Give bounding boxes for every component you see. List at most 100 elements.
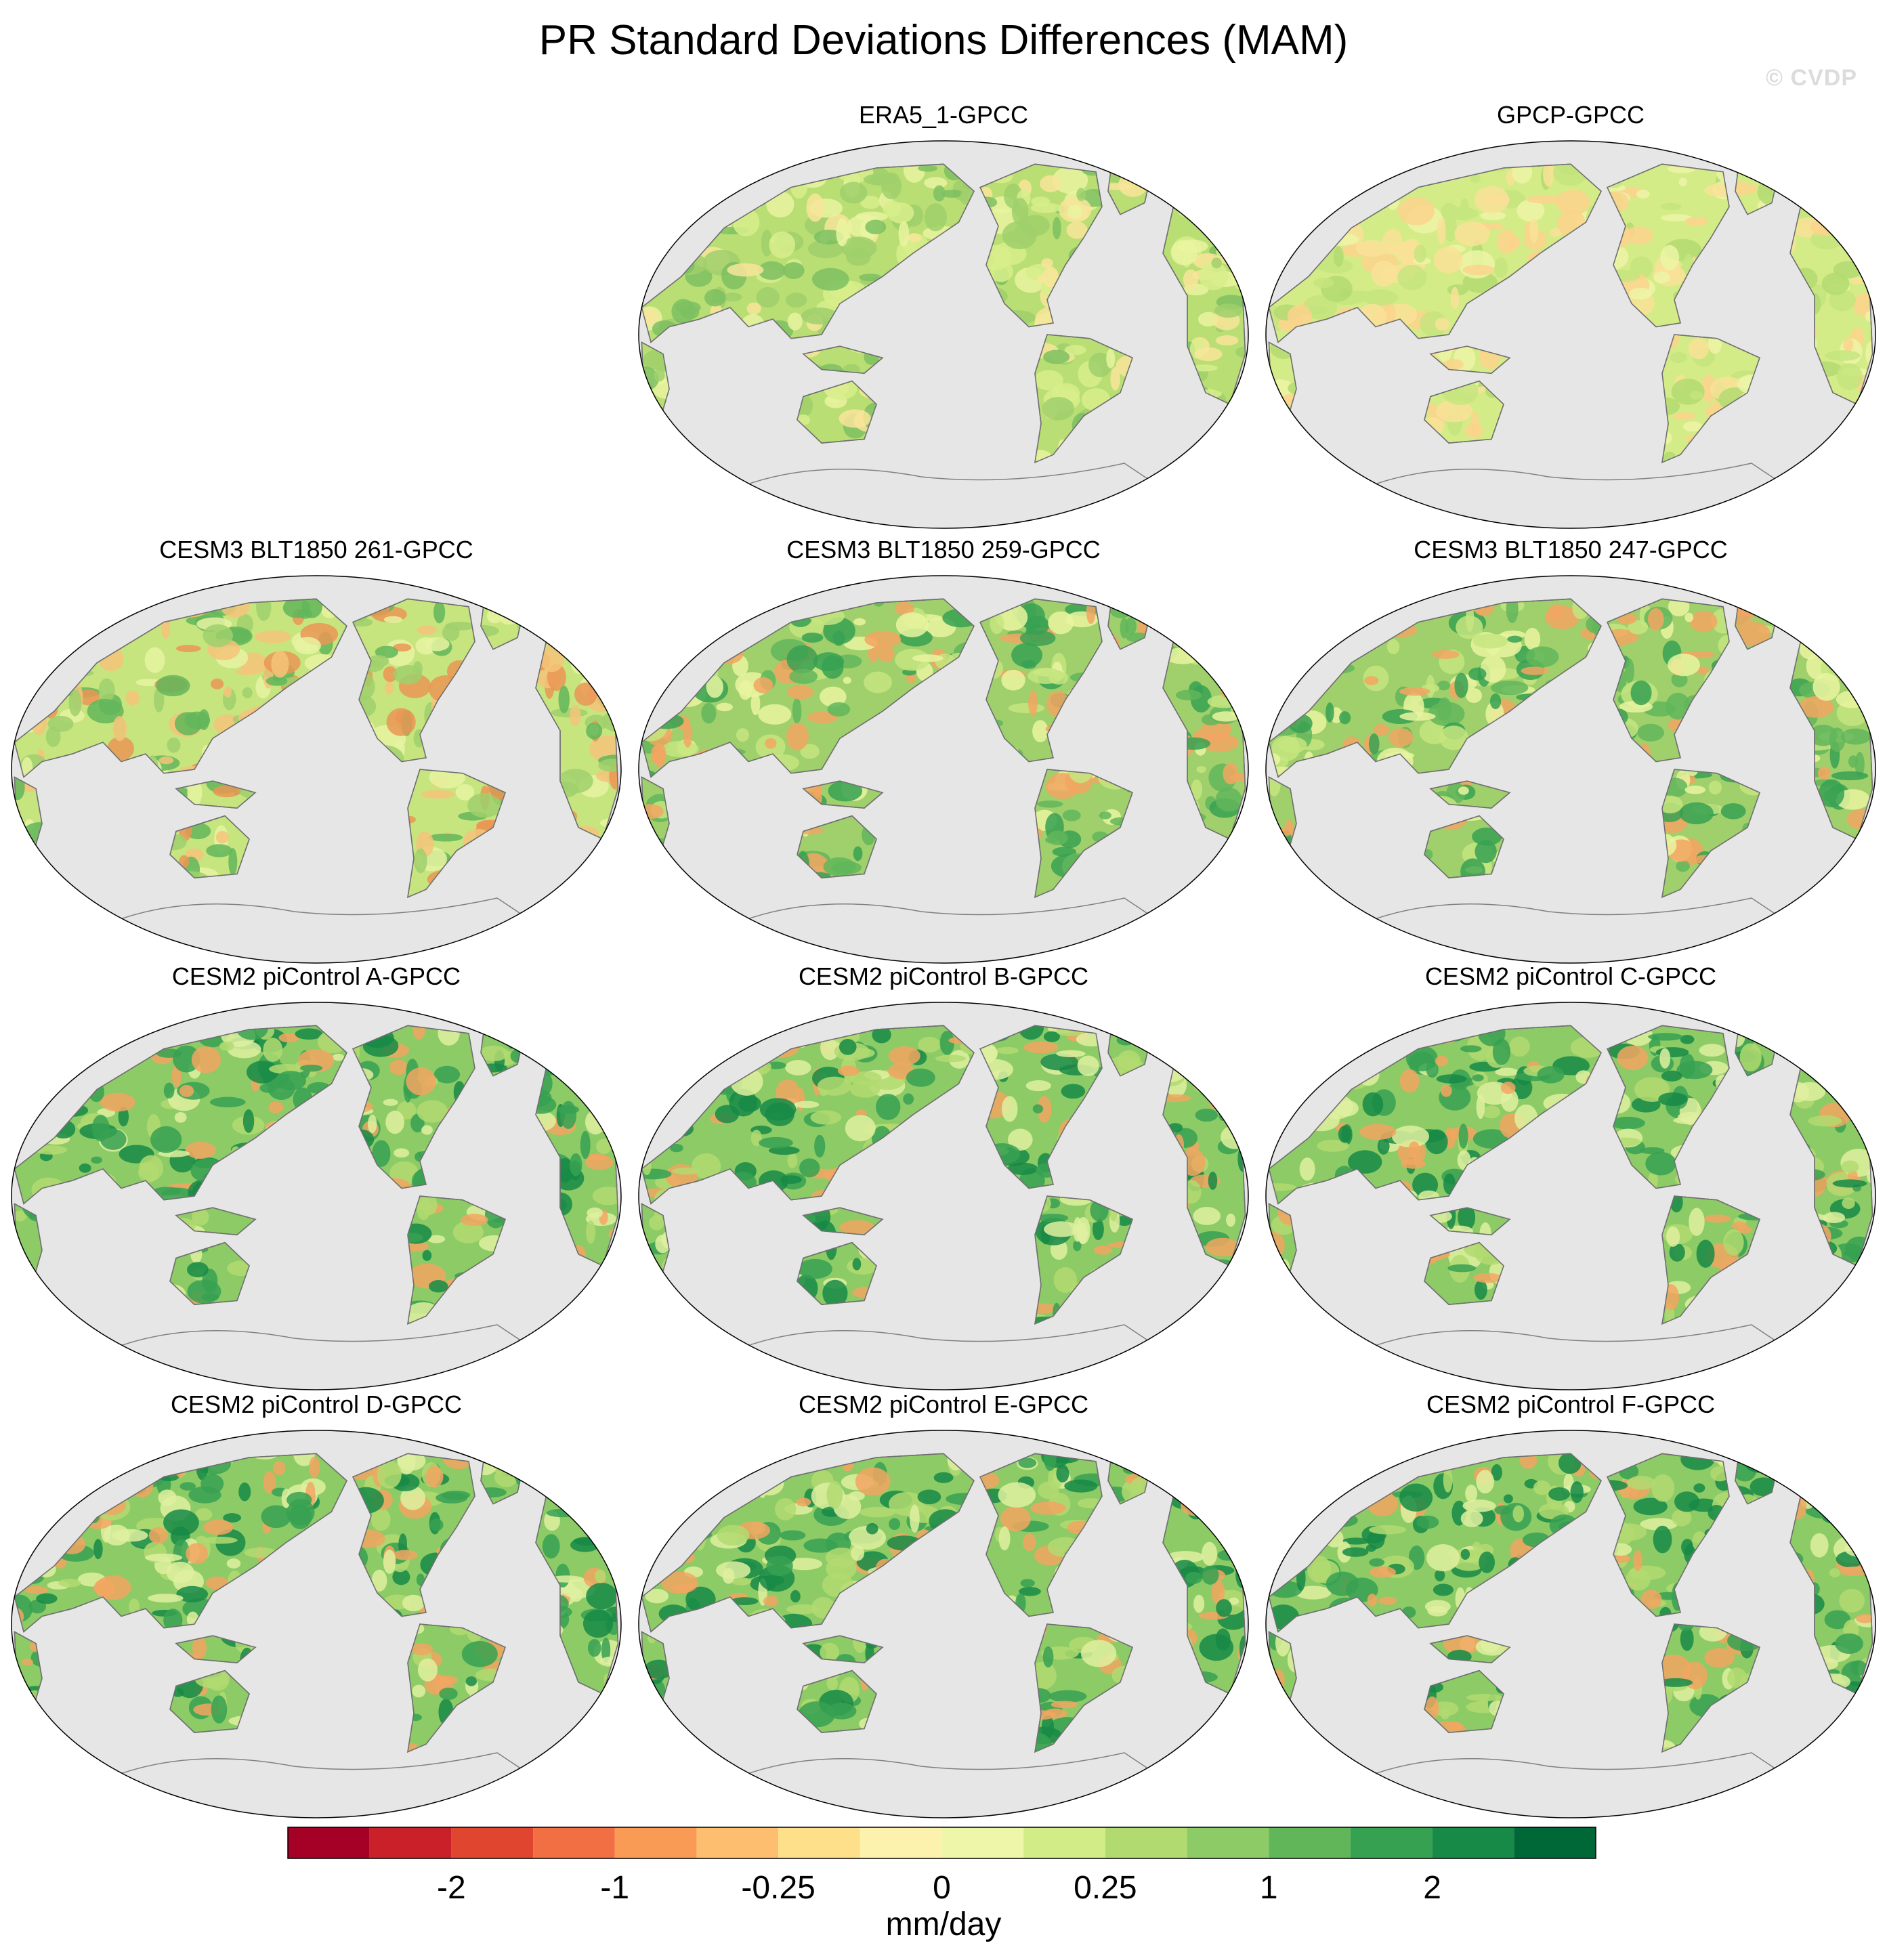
- field-texture: [708, 182, 740, 193]
- field-texture: [1678, 1624, 1694, 1631]
- field-texture: [166, 1561, 194, 1583]
- field-texture: [653, 1508, 662, 1517]
- field-texture: [1362, 1092, 1384, 1117]
- field-texture: [1735, 182, 1758, 195]
- field-texture: [1844, 1540, 1873, 1558]
- field-texture: [688, 175, 712, 194]
- field-texture: [91, 601, 119, 611]
- field-texture: [1810, 1533, 1829, 1558]
- field-texture: [191, 1046, 221, 1073]
- field-texture: [758, 704, 792, 725]
- field-texture: [372, 1140, 391, 1168]
- field-texture: [186, 1543, 208, 1564]
- field-texture: [1028, 690, 1038, 717]
- coastline: [1268, 598, 1602, 778]
- field-texture: [461, 1641, 498, 1667]
- field-texture: [406, 1067, 436, 1096]
- field-texture: [371, 1569, 387, 1592]
- field-texture: [888, 1046, 920, 1066]
- field-texture: [1130, 1476, 1151, 1497]
- field-texture: [779, 1530, 806, 1541]
- field-texture: [30, 601, 61, 621]
- field-texture: [849, 1071, 882, 1086]
- coastline: [1661, 1623, 1760, 1753]
- field-texture: [1668, 654, 1700, 677]
- field-texture: [1041, 258, 1053, 268]
- field-texture: [1682, 421, 1703, 432]
- field-texture: [1212, 711, 1240, 722]
- field-texture: [1815, 1495, 1848, 1505]
- field-texture: [1462, 1499, 1496, 1512]
- field-texture: [1183, 269, 1199, 290]
- field-texture: [184, 711, 211, 729]
- field-texture: [236, 668, 257, 675]
- field-texture: [1282, 188, 1302, 196]
- field-texture: [375, 645, 398, 659]
- field-texture: [641, 1078, 660, 1089]
- field-texture: [1475, 1279, 1487, 1300]
- field-texture: [219, 1041, 234, 1051]
- panel-title: CESM2 piControl E-GPCC: [798, 1390, 1089, 1418]
- field-texture: [210, 1096, 246, 1108]
- field-texture: [598, 759, 618, 772]
- field-texture: [1626, 1568, 1651, 1591]
- field-texture: [58, 1455, 69, 1472]
- field-texture: [723, 293, 742, 302]
- coastline: [1034, 334, 1133, 463]
- field-texture: [98, 678, 115, 703]
- field-texture: [412, 1684, 426, 1698]
- field-texture: [1468, 667, 1487, 681]
- field-texture: [1680, 1034, 1695, 1044]
- field-texture: [1374, 724, 1390, 736]
- field-texture: [129, 1598, 140, 1615]
- field-texture: [1630, 680, 1652, 706]
- field-texture: [1048, 611, 1074, 635]
- field-texture: [1828, 1071, 1863, 1084]
- field-texture: [1480, 655, 1506, 683]
- field-texture: [924, 203, 947, 232]
- field-texture: [731, 1577, 752, 1585]
- field-texture: [47, 715, 74, 732]
- field-texture: [592, 1187, 618, 1206]
- field-texture: [1492, 1038, 1511, 1065]
- world-map: [11, 1002, 622, 1390]
- field-texture: [109, 608, 127, 619]
- field-texture: [845, 248, 871, 266]
- field-texture: [801, 307, 838, 325]
- field-texture: [309, 1456, 320, 1478]
- field-texture: [670, 629, 691, 645]
- field-texture: [641, 1028, 658, 1057]
- field-texture: [641, 604, 666, 620]
- field-texture: [1454, 673, 1468, 698]
- field-texture: [838, 1065, 860, 1077]
- field-texture: [1042, 396, 1075, 421]
- field-texture: [170, 834, 187, 851]
- field-texture: [1195, 207, 1211, 217]
- field-texture: [21, 1659, 34, 1666]
- field-texture: [1836, 363, 1863, 391]
- field-texture: [1296, 206, 1307, 215]
- field-texture: [1450, 286, 1460, 310]
- field-texture: [1850, 1106, 1866, 1117]
- field-texture: [1414, 244, 1427, 263]
- field-texture: [173, 1539, 190, 1568]
- field-texture: [1433, 1583, 1454, 1596]
- field-texture: [429, 1280, 448, 1293]
- field-texture: [254, 630, 291, 643]
- field-texture: [332, 1053, 345, 1061]
- field-texture: [1213, 1525, 1235, 1535]
- field-texture: [1808, 1115, 1842, 1127]
- field-texture: [1235, 1560, 1246, 1589]
- field-texture: [648, 1071, 671, 1080]
- field-texture: [687, 165, 715, 184]
- map-border: [1265, 575, 1876, 964]
- field-texture: [1817, 1497, 1851, 1510]
- map-border: [11, 1002, 622, 1390]
- field-texture: [1397, 1453, 1409, 1459]
- field-texture: [1067, 205, 1083, 219]
- field-texture: [1310, 189, 1349, 203]
- coastline: [1429, 780, 1511, 809]
- field-texture: [1269, 1516, 1290, 1540]
- field-texture: [717, 1525, 750, 1546]
- field-texture: [1653, 272, 1671, 284]
